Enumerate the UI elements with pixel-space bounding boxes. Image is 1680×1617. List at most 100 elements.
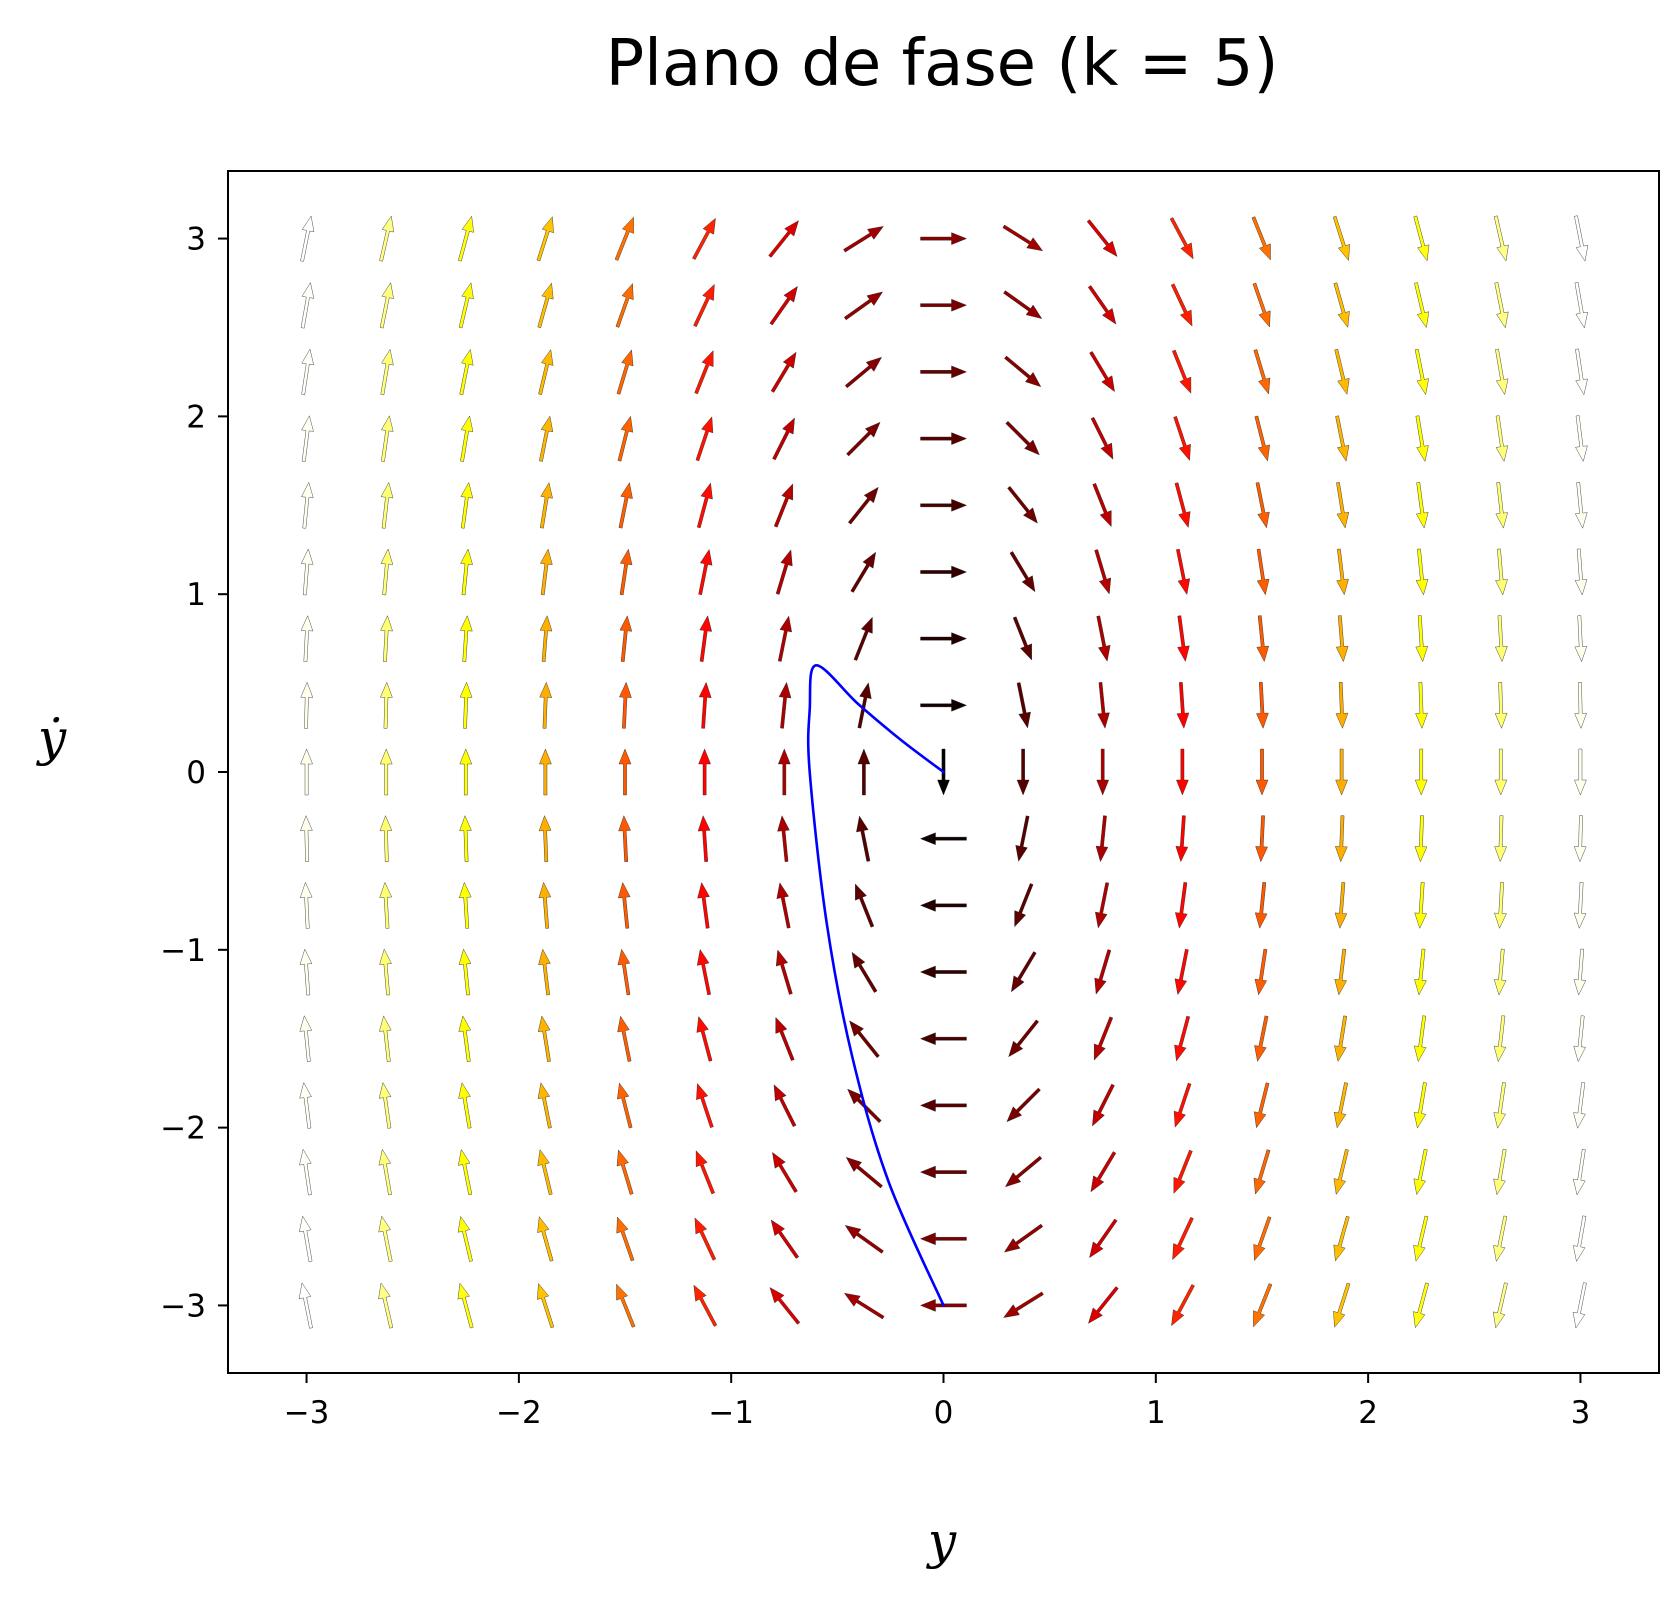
quiver-arrow — [1096, 615, 1111, 662]
x-tick-label: 2 — [1358, 1395, 1378, 1431]
quiver-arrow — [1255, 748, 1269, 796]
quiver-arrow — [777, 615, 792, 662]
quiver-arrow — [1007, 486, 1038, 524]
quiver-arrow — [378, 1148, 392, 1196]
quiver-arrow — [458, 1015, 472, 1062]
quiver-arrow — [458, 282, 474, 329]
quiver-arrow — [1334, 1015, 1348, 1062]
quiver-arrow — [770, 1219, 800, 1259]
quiver-arrow — [773, 483, 793, 528]
quiver-arrow — [1335, 415, 1350, 462]
quiver-arrow — [1175, 815, 1189, 863]
quiver-arrow — [1493, 1148, 1507, 1196]
quiver-arrow — [769, 285, 798, 326]
quiver-arrow — [1494, 882, 1507, 929]
quiver-arrow — [379, 748, 393, 796]
quiver-arrow — [1005, 420, 1040, 456]
quiver-arrow — [1413, 1282, 1429, 1329]
quiver-arrow — [618, 748, 632, 796]
quiver-arrow — [1251, 216, 1271, 261]
quiver-arrow — [539, 415, 554, 462]
quiver-arrow — [539, 681, 552, 729]
quiver-arrow — [459, 881, 472, 929]
quiver-arrow — [694, 1217, 717, 1261]
quiver-arrow — [844, 1225, 884, 1254]
quiver-arrow — [1414, 815, 1428, 863]
quiver-arrow — [919, 832, 967, 845]
quiver-arrow — [537, 1216, 554, 1262]
quiver-arrow — [1096, 748, 1109, 796]
quiver-arrow — [856, 815, 871, 862]
quiver-arrow — [769, 1287, 801, 1325]
quiver-arrow — [1094, 549, 1112, 595]
quiver-arrow — [538, 815, 552, 862]
quiver-arrow — [919, 965, 967, 979]
quiver-arrow — [768, 220, 799, 258]
quiver-arrow — [299, 948, 313, 996]
quiver-arrow — [1415, 415, 1429, 462]
quiver-arrow — [379, 815, 393, 862]
quiver-arrow — [1414, 748, 1428, 796]
quiver-arrow — [298, 1282, 313, 1329]
quiver-arrow — [457, 1282, 474, 1329]
quiver-arrow — [1090, 1151, 1117, 1193]
quiver-arrow — [1573, 948, 1587, 996]
quiver-arrow — [920, 432, 968, 445]
quiver-arrow — [1012, 616, 1032, 661]
quiver-arrow — [538, 881, 552, 929]
quiver-arrow — [1572, 1215, 1587, 1262]
quiver-arrow — [1334, 948, 1347, 996]
quiver-arrow — [1095, 882, 1110, 929]
quiver-arrow — [617, 1015, 632, 1062]
quiver-arrow — [1573, 882, 1587, 929]
quiver-arrow — [857, 682, 872, 729]
quiver-arrow — [1573, 1148, 1586, 1196]
quiver-arrow — [1176, 682, 1190, 729]
quiver-arrow — [1495, 348, 1509, 396]
quiver-arrow — [1176, 548, 1191, 596]
quiver-arrow — [1169, 217, 1194, 260]
quiver-arrow — [378, 1282, 394, 1329]
quiver-arrow — [379, 1015, 392, 1062]
quiver-arrow — [619, 681, 632, 729]
x-tick-label: 1 — [1146, 1395, 1166, 1431]
quiver-arrow — [1172, 1216, 1194, 1261]
quiver-arrow — [1495, 482, 1508, 529]
quiver-arrow — [1255, 815, 1268, 863]
quiver-arrow — [539, 482, 553, 529]
quiver-arrow — [1494, 682, 1508, 729]
quiver-arrow — [381, 415, 394, 462]
y-tick-label: −3 — [160, 1288, 206, 1324]
quiver-arrow — [1254, 415, 1270, 462]
quiver-arrow — [1334, 882, 1348, 929]
quiver-arrow — [692, 217, 716, 260]
quiver-arrow — [616, 349, 634, 395]
quiver-arrow — [1173, 1082, 1192, 1128]
quiver-arrow — [300, 748, 313, 796]
trajectory — [806, 664, 945, 1307]
quiver-arrow — [539, 748, 552, 796]
quiver-arrow — [849, 1020, 880, 1058]
quiver-arrow — [851, 951, 878, 993]
quiver-arrow — [1254, 948, 1268, 996]
quiver-arrow — [1415, 482, 1429, 529]
x-tick-label: −1 — [708, 1395, 754, 1431]
quiver-arrow — [1254, 882, 1268, 929]
quiver-arrow — [380, 481, 394, 529]
quiver-arrow — [1011, 951, 1037, 993]
quiver-arrows — [298, 215, 1589, 1329]
quiver-arrow — [1413, 1148, 1428, 1196]
quiver-arrow — [380, 615, 393, 662]
quiver-arrow — [1493, 948, 1507, 996]
quiver-arrow — [1415, 615, 1428, 663]
quiver-arrow — [301, 481, 314, 529]
quiver-arrow — [299, 1215, 313, 1262]
quiver-arrow — [1177, 615, 1190, 662]
quiver-arrow — [1415, 682, 1428, 729]
quiver-arrow — [1574, 215, 1589, 262]
quiver-arrow — [855, 883, 875, 928]
x-axis-label: y — [926, 1512, 957, 1570]
quiver-arrow — [617, 1082, 633, 1129]
quiver-arrow — [920, 499, 968, 512]
quiver-arrow — [777, 815, 790, 862]
